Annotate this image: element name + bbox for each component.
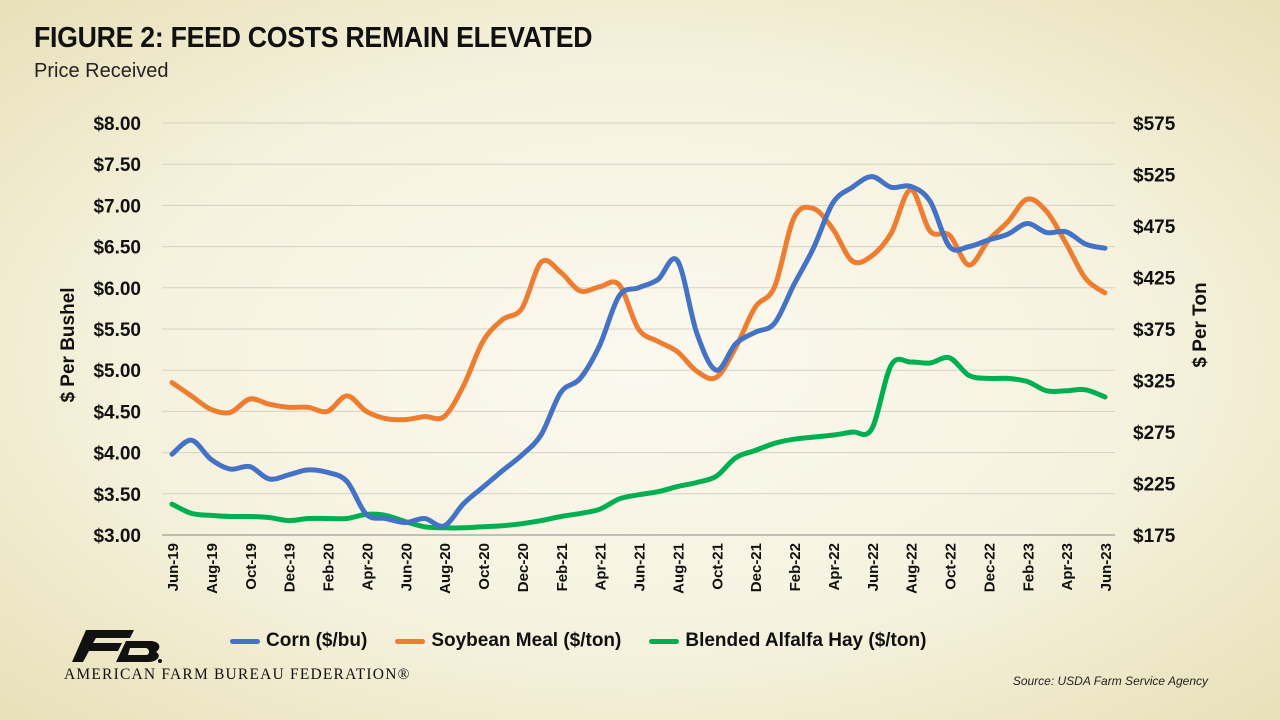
legend-label-soybean-meal: Soybean Meal ($/ton) [431,630,622,651]
y2-tick-label: $275 [1133,423,1176,444]
x-tick-label: Apr-23 [1059,543,1076,591]
x-tick-label: Aug-22 [904,543,921,594]
x-tick-label: Dec-21 [748,543,765,592]
y-tick-label: $6.50 [93,238,141,259]
x-tick-label: Dec-22 [981,543,998,592]
y2-tick-label: $175 [1133,526,1176,547]
series-line-corn [169,174,1108,529]
legend-item-soybean-meal[interactable]: Soybean Meal ($/ton) [395,630,621,652]
x-tick-label: Feb-21 [554,543,571,591]
x-axis-ticks: Jun-19 Aug-19 Oct-19 Dec-19 Feb-20 Apr-20 Jun-… [165,543,1115,594]
y-axis-right-label: $ Per Ton [1190,282,1211,367]
y2-tick-label: $325 [1133,372,1176,393]
y-axis-right-ticks: $175 $225 $275 $325 $375 $425 $475 $525 $575 [1133,114,1176,547]
y-tick-label: $4.50 [93,402,141,423]
page-subtitle: Price Received [34,60,169,82]
x-tick-label: Aug-20 [437,543,454,594]
y-tick-label: $3.00 [93,526,141,547]
x-tick-label: Oct-22 [943,543,960,590]
org-name: AMERICAN FARM BUREAU FEDERATION® [64,666,411,683]
x-tick-label: Oct-19 [243,543,260,590]
y-tick-label: $5.50 [93,320,141,341]
x-tick-label: Feb-22 [787,543,804,591]
y2-tick-label: $475 [1133,217,1176,238]
y-tick-label: $5.00 [93,361,141,382]
y-axis-left-ticks: $3.00 $3.50 $4.00 $4.50 $5.00 $5.50 $6.00 $6.50… [93,114,141,547]
y2-tick-label: $375 [1133,320,1176,341]
x-tick-label: Dec-20 [515,543,532,592]
series-lines [169,174,1108,531]
source-note: Source: USDA Farm Service Agency [1012,674,1208,688]
series-line-soybean-meal [169,187,1108,423]
y-tick-label: $3.50 [93,485,141,506]
x-tick-label: Feb-23 [1020,543,1037,591]
x-tick-label: Aug-19 [204,543,221,594]
legend-swatch-alfalfa-hay [649,638,680,644]
x-tick-label: Apr-21 [593,543,610,591]
org-logo: AMERICAN FARM BUREAU FEDERATION® [64,628,464,688]
y-axis-left-label: $ Per Bushel [58,287,79,402]
fb-logo-icon [72,630,162,663]
legend: Corn ($/bu) Soybean Meal ($/ton) Blended… [230,628,926,654]
y-tick-label: $7.00 [93,196,141,217]
grid-lines [162,122,1115,536]
x-tick-label: Oct-21 [709,543,726,590]
y-tick-label: $8.00 [93,114,141,135]
x-tick-label: Jun-22 [865,543,882,591]
x-tick-label: Aug-21 [670,543,687,594]
x-tick-label: Oct-20 [476,543,493,590]
legend-swatch-corn [230,638,260,644]
y-tick-label: $4.00 [93,444,141,465]
x-tick-label: Dec-19 [282,543,299,592]
x-tick-label: Jun-23 [1098,543,1115,591]
series-line-alfalfa-hay [169,354,1108,531]
legend-swatch-soybean-meal [395,638,426,644]
y-tick-label: $6.00 [93,279,141,300]
y2-tick-label: $575 [1133,114,1176,135]
legend-item-corn[interactable]: Corn ($/bu) [230,630,367,652]
y2-tick-label: $225 [1133,475,1176,496]
x-tick-label: Apr-20 [359,543,376,591]
y2-tick-label: $425 [1133,269,1176,290]
x-tick-label: Jun-19 [165,543,182,591]
x-tick-label: Jun-20 [398,543,415,591]
y2-tick-label: $525 [1133,166,1176,187]
y-tick-label: $7.50 [93,155,141,176]
x-tick-label: Jun-21 [632,543,649,591]
x-tick-label: Apr-22 [826,543,843,591]
page-title: FIGURE 2: FEED COSTS REMAIN ELEVATED [34,22,593,54]
legend-label-corn: Corn ($/bu) [266,630,368,651]
legend-item-alfalfa-hay[interactable]: Blended Alfalfa Hay ($/ton) [649,630,926,652]
legend-label-alfalfa-hay: Blended Alfalfa Hay ($/ton) [685,630,927,651]
x-tick-label: Feb-20 [321,543,338,591]
